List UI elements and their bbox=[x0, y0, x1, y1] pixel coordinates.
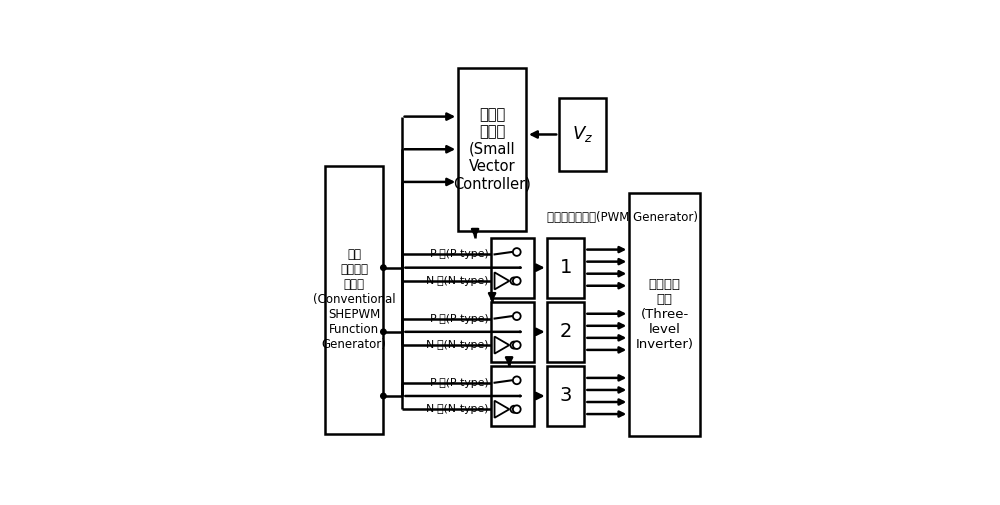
FancyBboxPatch shape bbox=[458, 68, 526, 231]
Circle shape bbox=[513, 341, 521, 349]
FancyBboxPatch shape bbox=[491, 237, 534, 298]
FancyBboxPatch shape bbox=[547, 237, 584, 298]
Circle shape bbox=[513, 248, 521, 256]
Circle shape bbox=[513, 312, 521, 320]
Polygon shape bbox=[495, 336, 509, 354]
Text: P-型(P-type): P-型(P-type) bbox=[429, 378, 489, 388]
FancyBboxPatch shape bbox=[629, 193, 700, 436]
Circle shape bbox=[381, 329, 386, 334]
FancyBboxPatch shape bbox=[547, 366, 584, 426]
FancyBboxPatch shape bbox=[491, 366, 534, 426]
Text: 开关信号转换器(PWM Generator): 开关信号转换器(PWM Generator) bbox=[547, 211, 698, 224]
Text: N-型(N-type): N-型(N-type) bbox=[426, 276, 489, 286]
FancyBboxPatch shape bbox=[547, 301, 584, 362]
Circle shape bbox=[381, 265, 386, 270]
Text: 3: 3 bbox=[560, 386, 572, 406]
FancyBboxPatch shape bbox=[559, 97, 606, 171]
Circle shape bbox=[513, 376, 521, 384]
Text: $V_z$: $V_z$ bbox=[572, 124, 593, 144]
Circle shape bbox=[510, 277, 517, 284]
Circle shape bbox=[510, 341, 517, 348]
Text: N-型(N-type): N-型(N-type) bbox=[426, 404, 489, 414]
Polygon shape bbox=[495, 400, 509, 418]
Text: N-型(N-type): N-型(N-type) bbox=[426, 340, 489, 350]
Circle shape bbox=[513, 277, 521, 285]
Circle shape bbox=[510, 406, 517, 413]
Circle shape bbox=[381, 393, 386, 399]
FancyBboxPatch shape bbox=[325, 166, 383, 434]
FancyBboxPatch shape bbox=[491, 301, 534, 362]
Text: 传统
脉宽信号
发生器
(Conventional
SHEPWM
Function
Generator): 传统 脉宽信号 发生器 (Conventional SHEPWM Functio… bbox=[313, 248, 396, 351]
Text: 三电平逆
变器
(Three-
level
Inverter): 三电平逆 变器 (Three- level Inverter) bbox=[636, 278, 694, 351]
Polygon shape bbox=[495, 272, 509, 289]
Circle shape bbox=[513, 406, 521, 413]
Text: 小矢量
控制器
(Small
Vector
Controller): 小矢量 控制器 (Small Vector Controller) bbox=[453, 107, 531, 191]
Text: P-型(P-type): P-型(P-type) bbox=[429, 314, 489, 324]
Text: 2: 2 bbox=[560, 322, 572, 341]
Text: 1: 1 bbox=[560, 258, 572, 277]
Text: P-型(P-type): P-型(P-type) bbox=[429, 249, 489, 260]
